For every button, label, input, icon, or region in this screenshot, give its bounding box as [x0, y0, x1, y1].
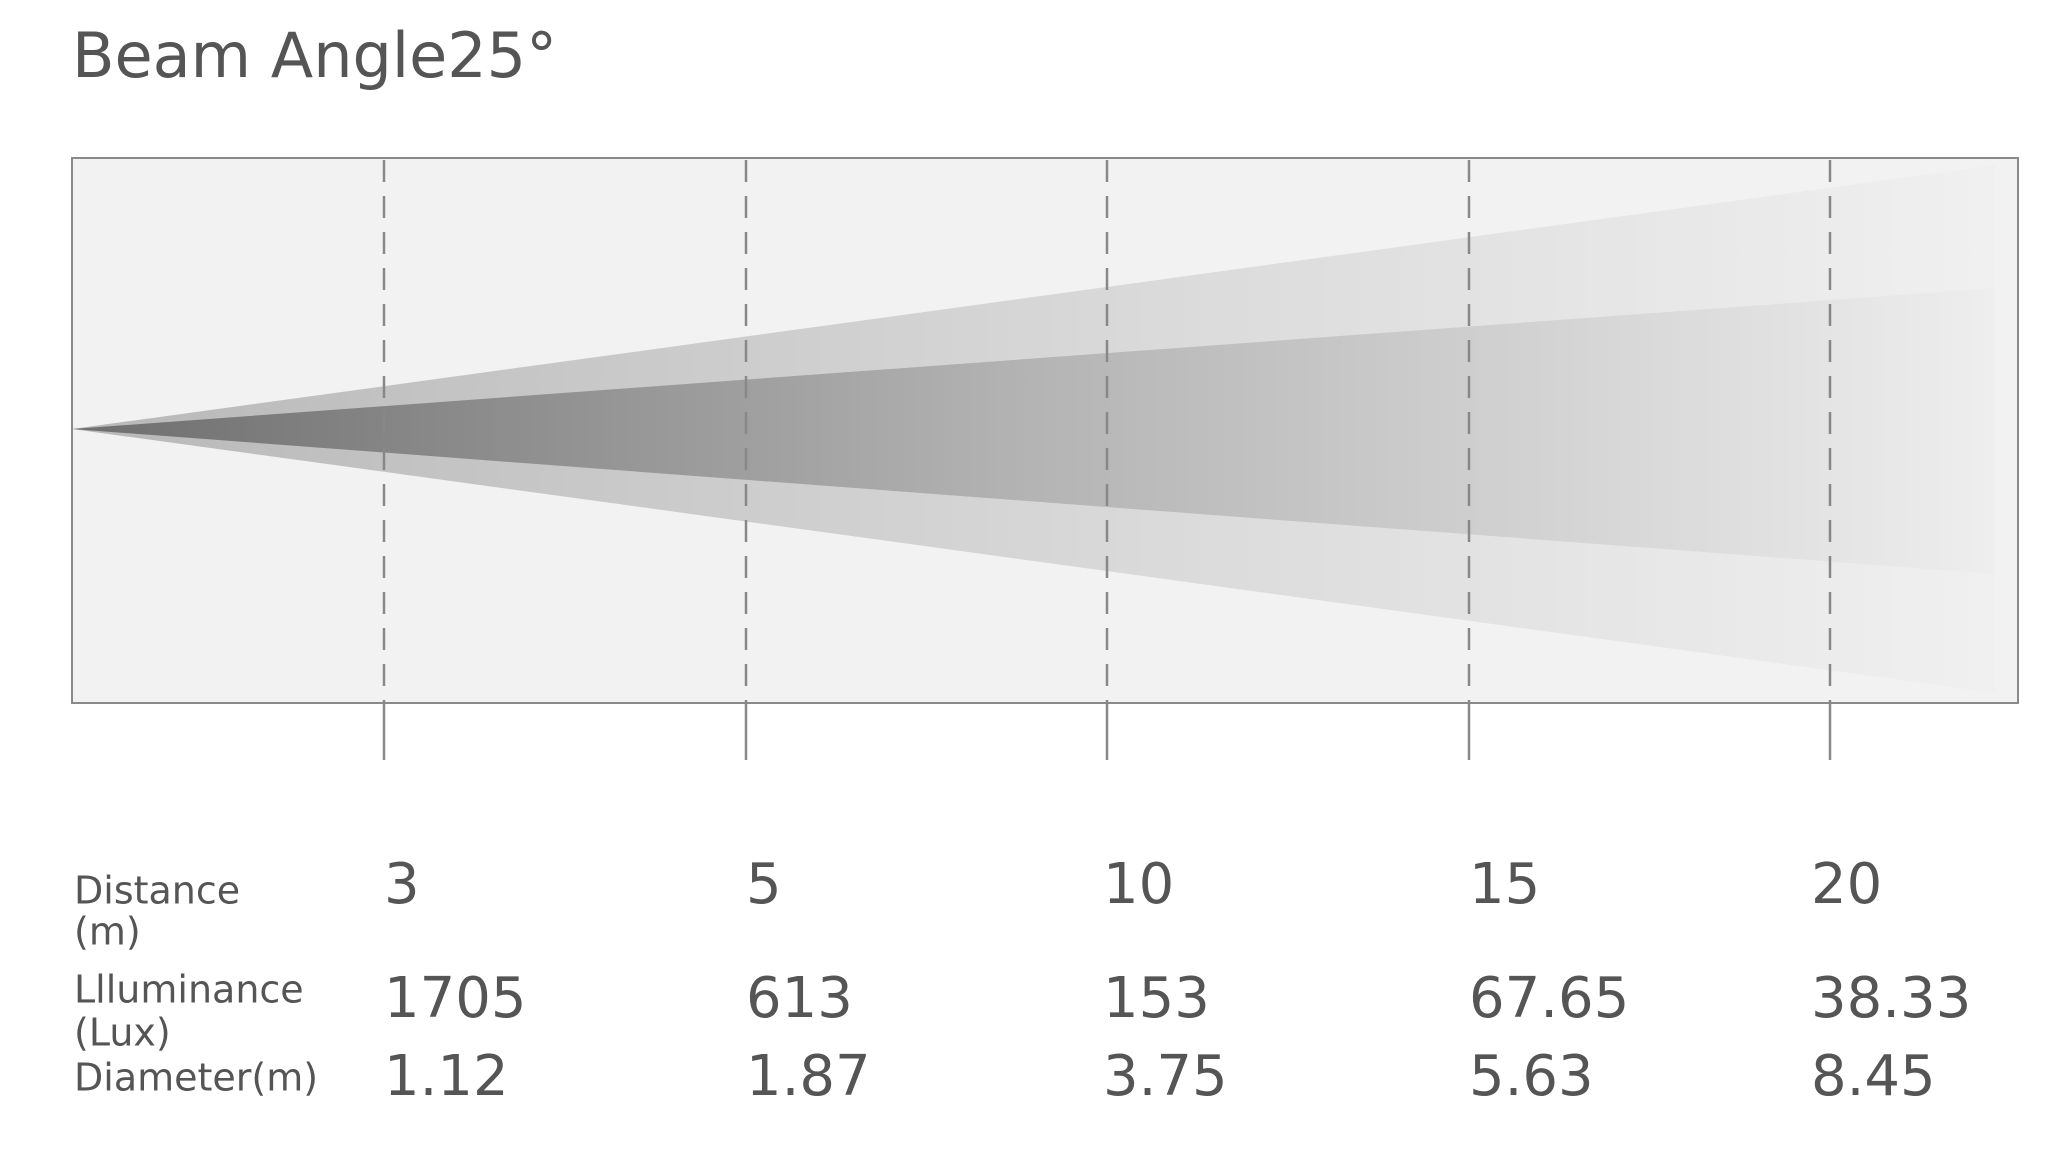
cell-value: 10 [1103, 852, 1174, 917]
cell-value: 1.87 [746, 1044, 871, 1109]
cell-value: 3.75 [1103, 1044, 1228, 1109]
spec-table: Distance(m) 3 5 10 15 20 Llluminance(Lux) 1705 6… [74, 852, 1971, 1109]
cell-value: 20 [1811, 852, 1882, 917]
cell-value: 8.45 [1811, 1044, 1936, 1109]
row-label: Diameter(m) [74, 1056, 318, 1100]
cell-value: 5 [746, 852, 782, 917]
cell-value: 1.12 [384, 1044, 509, 1109]
cell-value: 5.63 [1469, 1044, 1594, 1109]
inner-beam [72, 288, 1995, 574]
row-label: (Lux) [74, 1011, 171, 1055]
cell-value: 38.33 [1811, 966, 1971, 1031]
row-label: (m) [74, 910, 141, 954]
cell-value: 1705 [384, 966, 527, 1031]
cell-value: 15 [1469, 852, 1540, 917]
cell-value: 67.65 [1469, 966, 1629, 1031]
distance-guides [382, 160, 1832, 760]
cell-value: 3 [384, 852, 420, 917]
row-label: Distance [74, 869, 240, 913]
title: Beam Angle25° [72, 19, 557, 92]
cell-value: 153 [1103, 966, 1210, 1031]
row-label: Llluminance [74, 968, 304, 1012]
cell-value: 613 [746, 966, 853, 1031]
